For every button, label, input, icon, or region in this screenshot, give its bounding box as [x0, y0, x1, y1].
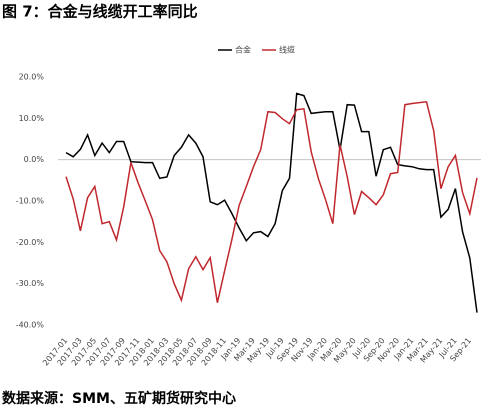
source-note: 数据来源：SMM、五矿期货研究中心	[2, 390, 236, 407]
y-tick-label: 10.0%	[19, 114, 45, 123]
y-tick-label: 0.0%	[24, 155, 45, 164]
y-tick-label: -20.0%	[16, 238, 45, 247]
y-tick-label: 20.0%	[19, 73, 45, 82]
y-tick-label: -10.0%	[16, 197, 45, 206]
y-tick-label: -30.0%	[16, 279, 45, 288]
series-line	[65, 100, 478, 303]
chart-title: 图 7：合金与线缆开工率同比	[2, 3, 198, 21]
legend-label: 合金	[235, 45, 251, 55]
y-tick-label: -40.0%	[16, 321, 45, 330]
legend-label: 线缆	[279, 45, 295, 55]
series-line	[65, 92, 478, 313]
